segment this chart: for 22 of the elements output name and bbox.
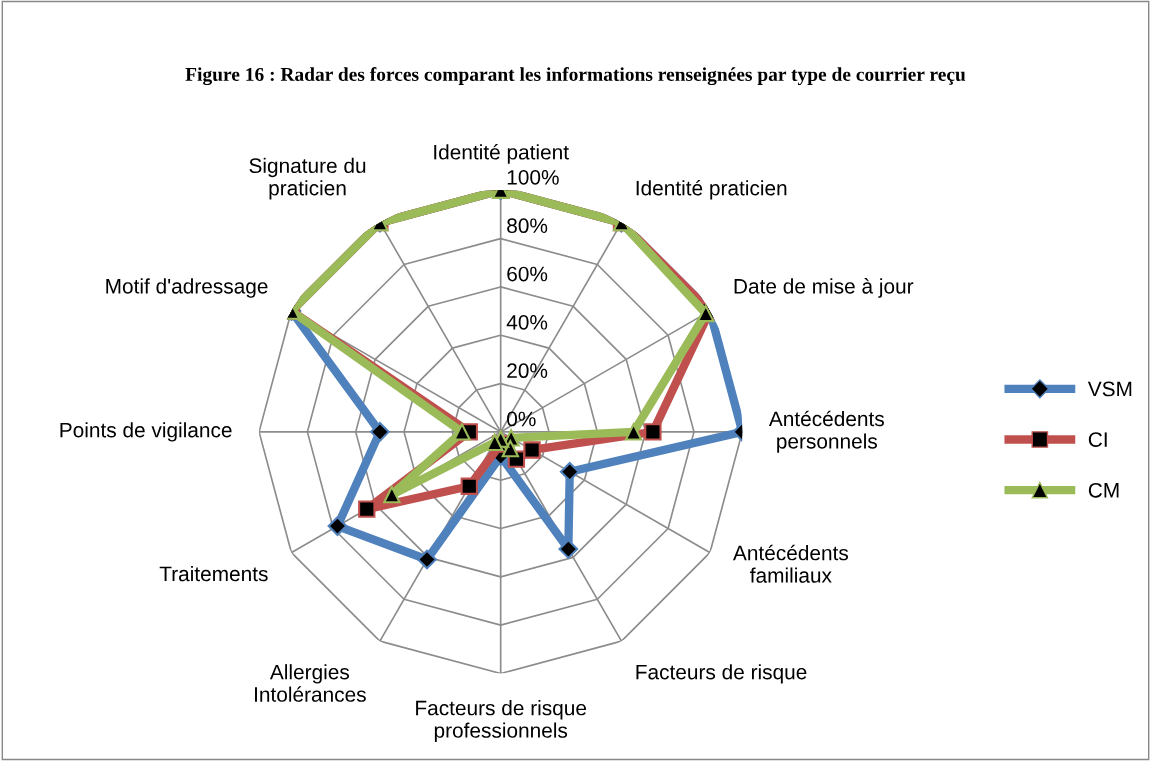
spoke-label: Identité praticien: [636, 179, 787, 200]
spoke-label: Facteurs de risque: [636, 664, 807, 684]
spoke-label: Motif d'adressage: [106, 278, 268, 298]
spoke-label: Points de vigilance: [60, 422, 232, 442]
y-tick-label: 60%: [507, 266, 548, 282]
spoke-label: Date de mise à jour: [734, 278, 914, 298]
y-tick-label: 20%: [507, 363, 548, 379]
spoke-label: Signature du praticien: [249, 157, 366, 200]
y-tick-label: 40%: [506, 314, 548, 330]
y-tick-label: 80%: [507, 218, 548, 234]
spoke-label: Antécédents personnels: [768, 410, 884, 453]
spoke-label: Traitements: [159, 565, 268, 582]
y-tick-label: 100%: [507, 169, 559, 185]
legend-label: VSM: [1087, 381, 1132, 397]
spoke-label: Antécédents familiaux: [732, 544, 849, 583]
spoke-label: Identité patient: [434, 144, 569, 164]
legend-label: CI: [1088, 432, 1107, 447]
spoke-label: Allergies Intolérances: [255, 664, 366, 702]
chart-title: Figure 16 : Radar des forces comparant les informations renseignées par type de courrier reçu: [185, 67, 966, 86]
legend-label: CM: [1088, 482, 1119, 498]
spoke-label: Facteurs de risque professionnels: [416, 700, 587, 742]
y-tick-label: 0%: [507, 411, 536, 427]
